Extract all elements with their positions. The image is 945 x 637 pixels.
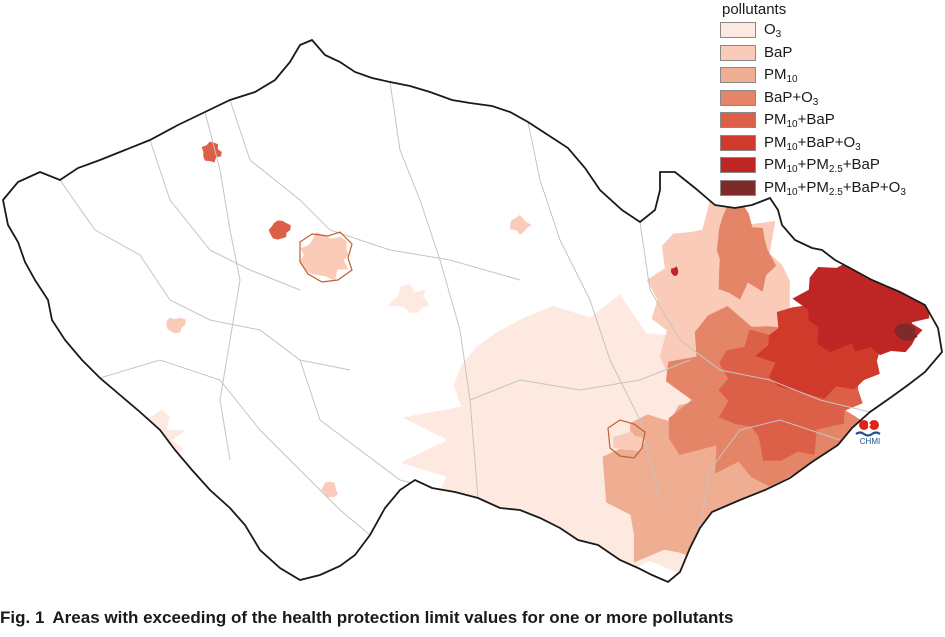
zone-bap <box>510 214 532 235</box>
district-boundary <box>149 139 301 291</box>
map-area <box>2 38 943 584</box>
district-boundaries <box>59 81 871 536</box>
legend-swatch <box>720 157 756 174</box>
legend-swatch <box>720 22 756 39</box>
district-boundary <box>229 99 521 281</box>
zone-pm10-bap <box>268 220 291 240</box>
legend-label: PM10+BaP+O3 <box>764 133 861 153</box>
district-boundary <box>99 359 371 536</box>
zone-pm10-pm25-bap <box>842 307 923 356</box>
legend-item: BaP+O3 <box>720 87 945 110</box>
legend-swatch <box>720 179 756 196</box>
legend-label: PM10+PM2.5+BaP <box>764 156 880 176</box>
legend-swatch <box>720 112 756 129</box>
zone-bap-brno <box>612 431 646 452</box>
legend-swatch <box>720 44 756 61</box>
zone-o3 <box>388 284 430 313</box>
chmi-logo-icon <box>855 420 881 437</box>
legend-item: PM10+BaP+O3 <box>720 132 945 155</box>
legend-label: BaP <box>764 43 793 61</box>
district-boundary <box>639 221 871 413</box>
legend-label: O3 <box>764 21 782 41</box>
legend-label: BaP+O3 <box>764 88 819 108</box>
district-boundary <box>59 179 351 371</box>
legend-title: pollutants <box>722 1 787 18</box>
legend-swatch <box>720 67 756 84</box>
czech-map <box>2 38 943 584</box>
legend-item: BaP <box>720 42 945 65</box>
legend: pollutants O3 BaP PM10 BaP+O3 PM10+BaP PM10+B… <box>720 0 945 199</box>
logo-text: CHMI <box>859 437 881 446</box>
country-border <box>2 38 943 584</box>
district-boundary <box>469 359 691 401</box>
zone-pm10-pm25-bap <box>670 266 679 276</box>
zone-pm10-bap <box>201 141 222 163</box>
zone-bap <box>166 317 186 334</box>
zone-all-pollutants <box>894 323 918 342</box>
legend-label: PM10 <box>764 66 798 86</box>
legend-item: PM10+PM2.5+BaP <box>720 154 945 177</box>
caption-text: Areas with exceeding of the health prote… <box>52 608 734 627</box>
legend-item: PM10+BaP <box>720 109 945 132</box>
legend-label: PM10+PM2.5+BaP+O3 <box>764 178 906 198</box>
district-boundary <box>527 121 661 501</box>
legend-item: PM10 <box>720 64 945 87</box>
legend-label: PM10+BaP <box>764 111 835 131</box>
legend-swatch <box>720 89 756 106</box>
zone-bap <box>321 481 339 498</box>
brno-outline <box>607 419 646 459</box>
district-boundary <box>699 419 841 529</box>
zone-o3-east <box>468 308 657 435</box>
figure-number: Fig. 1 <box>0 608 45 627</box>
district-boundary <box>204 111 241 461</box>
zone-bap-o3-moravia <box>716 199 777 300</box>
legend-item: O3 <box>720 19 945 42</box>
legend-item: PM10+PM2.5+BaP+O3 <box>720 177 945 200</box>
legend-swatch <box>720 134 756 151</box>
figure-caption: Fig. 1 Areas with exceeding of the health… <box>0 608 945 628</box>
legend-items: O3 BaP PM10 BaP+O3 PM10+BaP PM10+BaP+O3 PM10+P… <box>720 19 945 199</box>
zone-bap-prague <box>299 232 349 281</box>
prague-outline <box>299 231 353 283</box>
